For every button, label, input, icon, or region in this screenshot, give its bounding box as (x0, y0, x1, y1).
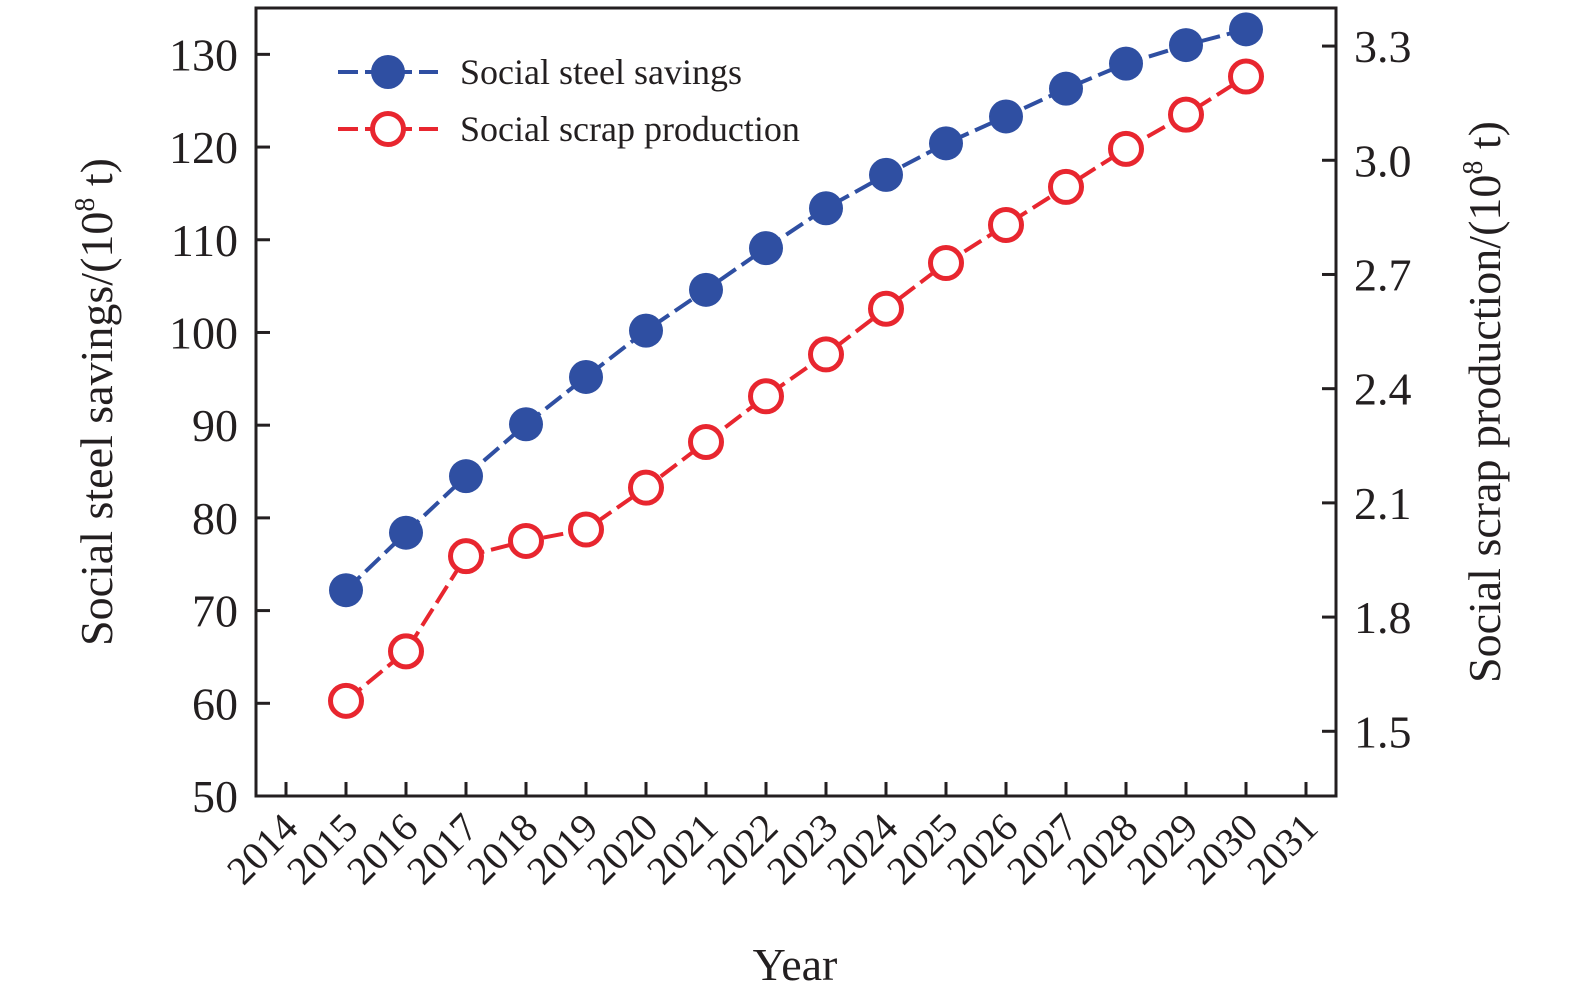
data-point-scrap (568, 511, 604, 548)
y-axis-left-title-end: t) (71, 158, 122, 198)
legend-item-scrap: Social scrap production (338, 109, 800, 149)
y-axis-right-title: Social scrap production/(108 t) (1458, 121, 1510, 683)
data-point-scrap (868, 290, 904, 327)
data-point-steel (1049, 71, 1083, 106)
legend-item-steel: Social steel savings (338, 52, 742, 92)
data-point-scrap (688, 423, 724, 460)
y-axis-left-title-sup: 8 (70, 198, 101, 212)
y-left-tick-label: 90 (192, 400, 238, 451)
series-line-steel (344, 27, 1247, 592)
y-right-tick-label: 3.0 (1354, 135, 1412, 186)
data-point-scrap (1108, 130, 1144, 167)
y-axis-right-title-end: t) (1459, 121, 1510, 161)
data-point-steel (329, 573, 363, 608)
data-point-steel (1169, 28, 1203, 63)
series-layer (328, 12, 1264, 719)
data-point-scrap (1168, 96, 1204, 133)
data-point-steel (509, 407, 543, 442)
series-line-scrap (344, 74, 1248, 703)
data-point-steel (869, 157, 903, 192)
data-point-steel (389, 515, 423, 550)
data-point-scrap (1228, 58, 1264, 95)
data-point-steel (569, 359, 603, 394)
y-axis-left-title: Social steel savings/(108 t) (70, 158, 122, 646)
data-point-steel (1229, 12, 1263, 47)
legend-label-steel: Social steel savings (460, 52, 742, 92)
data-point-scrap (808, 336, 844, 373)
y-right-tick-label: 3.3 (1354, 21, 1412, 72)
data-point-scrap (628, 469, 664, 506)
y-right-tick-label: 2.7 (1354, 249, 1412, 300)
legend: Social steel savings Social scrap produc… (338, 52, 800, 149)
y-axis-left-title-main: Social steel savings/(10 (71, 212, 122, 646)
data-point-scrap (748, 378, 784, 415)
y-right-tick-label: 1.5 (1354, 706, 1412, 757)
legend-marker-steel (371, 55, 405, 89)
data-point-steel (689, 272, 723, 307)
data-point-steel (449, 459, 483, 494)
data-point-steel (749, 231, 783, 266)
y-left-tick-label: 60 (192, 678, 238, 729)
data-point-steel (929, 126, 963, 161)
legend-label-scrap: Social scrap production (460, 109, 800, 149)
y-left-tick-label: 80 (192, 493, 238, 544)
data-point-scrap (448, 538, 484, 575)
data-point-steel (629, 313, 663, 348)
data-point-scrap (988, 206, 1024, 243)
x-axis-title: Year (753, 939, 838, 990)
y-axis-right-title-sup: 8 (1458, 161, 1489, 175)
y-right-tick-label: 2.4 (1354, 364, 1412, 415)
data-point-scrap (1048, 168, 1084, 205)
data-point-scrap (328, 682, 364, 719)
y-left-tick-label: 130 (169, 29, 238, 80)
y-right-tick-label: 2.1 (1354, 478, 1412, 529)
data-point-scrap (508, 522, 544, 559)
data-point-steel (1109, 46, 1143, 81)
legend-marker-scrap (370, 111, 406, 147)
y-right-tick-label: 1.8 (1354, 592, 1412, 643)
data-point-scrap (928, 245, 964, 282)
y-axis-right-title-main: Social scrap production/(10 (1459, 175, 1510, 683)
data-point-scrap (388, 633, 424, 670)
data-point-steel (989, 99, 1023, 134)
y-left-tick-label: 100 (169, 307, 238, 358)
y-left-tick-label: 70 (192, 586, 238, 637)
data-point-steel (809, 191, 843, 226)
y-left-tick-label: 110 (171, 215, 238, 266)
y-left-tick-label: 50 (192, 771, 238, 822)
plot-frame (254, 6, 1338, 798)
y-left-tick-label: 120 (169, 122, 238, 173)
